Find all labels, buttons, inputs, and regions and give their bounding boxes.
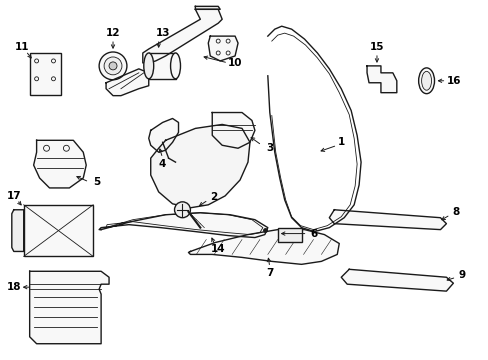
Polygon shape [341,269,452,291]
Bar [277,228,301,242]
Text: 8: 8 [452,207,459,217]
Polygon shape [366,66,396,93]
Polygon shape [34,140,86,188]
Bar [30,53,61,95]
Ellipse shape [170,53,180,79]
Polygon shape [30,271,109,344]
Text: 12: 12 [105,28,120,38]
Circle shape [174,202,190,218]
Polygon shape [148,53,175,79]
Circle shape [99,52,127,80]
Polygon shape [148,118,178,152]
Text: 17: 17 [6,191,21,201]
Polygon shape [150,125,249,208]
Text: 18: 18 [6,282,21,292]
Text: 4: 4 [159,159,166,169]
Text: 3: 3 [265,143,273,153]
Text: 6: 6 [310,229,317,239]
Text: 14: 14 [210,244,225,255]
Ellipse shape [421,71,431,90]
Polygon shape [142,9,222,63]
Polygon shape [188,230,339,264]
Text: 16: 16 [446,76,461,86]
Polygon shape [208,36,238,61]
Circle shape [104,57,122,75]
Bar [24,205,93,256]
Text: 11: 11 [15,42,29,52]
Circle shape [109,62,117,70]
Ellipse shape [418,68,434,94]
Text: 1: 1 [337,137,344,147]
Ellipse shape [143,53,153,79]
Polygon shape [212,113,254,148]
Text: 5: 5 [93,177,101,187]
Polygon shape [12,210,24,251]
Polygon shape [328,210,446,230]
Polygon shape [99,213,267,238]
Text: 15: 15 [369,42,384,52]
Text: 7: 7 [265,268,273,278]
Polygon shape [195,6,220,9]
Text: 10: 10 [227,58,242,68]
Polygon shape [106,69,148,96]
Text: 13: 13 [155,28,169,38]
Text: 9: 9 [458,270,465,280]
Text: 2: 2 [210,192,218,202]
